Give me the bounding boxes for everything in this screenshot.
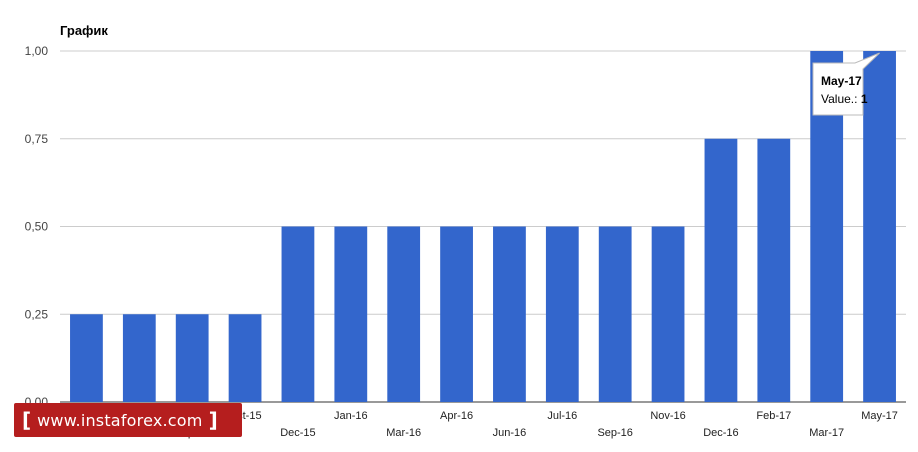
- x-tick-label: Apr-16: [440, 410, 473, 422]
- watermark-site: www.instaforex.com: [37, 410, 203, 430]
- x-tick-label: Jul-16: [547, 410, 577, 422]
- bar: [334, 226, 368, 402]
- bar: [704, 138, 738, 402]
- x-tick-label: Mar-17: [809, 427, 844, 439]
- x-tick-label: Sep-16: [597, 427, 632, 439]
- chart-title: График: [60, 23, 108, 38]
- watermark-bracket-close: ]: [208, 408, 218, 432]
- x-tick-label: Jan-16: [334, 410, 368, 422]
- x-tick-label: Dec-15: [280, 427, 315, 439]
- y-tick-label: 1,00: [25, 44, 49, 58]
- x-tick-label: Mar-16: [386, 427, 421, 439]
- y-tick-label: 0,75: [25, 132, 49, 146]
- x-tick-label: May-17: [861, 410, 898, 422]
- x-tick-label: Nov-16: [650, 410, 685, 422]
- bar: [493, 226, 526, 402]
- tooltip-value-label: Value.:: [821, 92, 861, 106]
- bar: [598, 226, 632, 402]
- bar: [387, 226, 421, 402]
- x-tick-label: Feb-17: [756, 410, 791, 422]
- tooltip-value-number: 1: [861, 92, 868, 106]
- bar: [440, 226, 473, 402]
- bar: [651, 226, 685, 402]
- bar: [863, 51, 896, 402]
- tooltip-value: Value.: 1: [821, 92, 868, 106]
- x-tick-label: Jun-16: [493, 427, 527, 439]
- bar: [70, 314, 103, 402]
- bar: [175, 314, 209, 402]
- y-tick-label: 0,25: [25, 307, 49, 321]
- bar: [228, 314, 262, 402]
- bar: [122, 314, 156, 402]
- tooltip-box: [812, 52, 880, 116]
- bar: [545, 226, 579, 402]
- x-tick-label: Dec-16: [703, 427, 738, 439]
- watermark-bracket-open: [: [22, 408, 32, 432]
- bar: [281, 226, 315, 402]
- bars: [70, 51, 896, 402]
- y-tick-label: 0,50: [25, 220, 49, 234]
- bar: [757, 138, 791, 402]
- tooltip: May-17 Value.: 1: [812, 52, 880, 116]
- instaforex-watermark: [ www.instaforex.com ]: [14, 403, 242, 437]
- tooltip-category: May-17: [821, 74, 862, 88]
- y-axis-ticks: 0,000,250,500,751,00: [25, 44, 49, 409]
